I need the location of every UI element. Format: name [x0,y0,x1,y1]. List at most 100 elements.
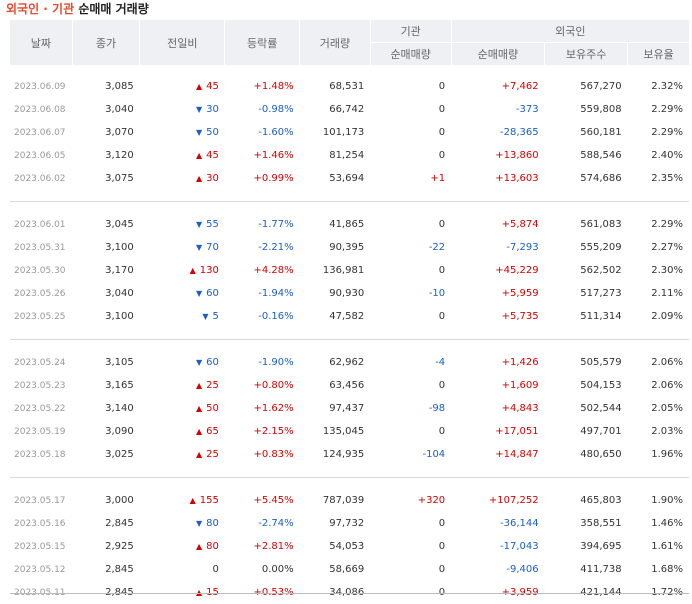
cell-foreign-ratio: 2.30% [651,265,683,276]
cell-foreign-ratio: 1.61% [651,541,683,552]
cell-foreign-net: +1,609 [501,380,539,391]
table-row: 2023.05.17 3,000 ▲ 155 +5.45% 787,039 +320 +107… [10,489,689,512]
cell-foreign-ratio: 2.29% [651,104,683,115]
table-row: 2023.06.09 3,085 ▲ 45 +1.48% 68,531 0 +7,462 567… [10,75,689,98]
cell-foreign-hold: 411,738 [580,564,622,575]
cell-foreign-net: +17,051 [495,426,539,437]
cell-inst-net: 0 [438,311,446,322]
cell-change: ▼ 60 [140,351,225,374]
group-divider [10,201,689,202]
cell-date: 2023.05.26 [14,288,66,299]
cell-foreign-ratio: 2.03% [651,426,683,437]
cell-foreign-ratio: 2.29% [651,219,683,230]
table-row: 2023.05.12 2,845 0 0.00% 58,669 0 -9,406 411,73… [10,558,689,581]
cell-date: 2023.05.19 [14,426,66,437]
cell-date: 2023.05.22 [14,403,66,414]
cell-change: ▲ 25 [140,443,225,466]
cell-date: 2023.05.24 [14,357,66,368]
cell-volume: 47,582 [329,311,365,322]
cell-date: 2023.05.12 [14,564,66,575]
cell-foreign-ratio: 1.68% [651,564,683,575]
cell-close: 3,165 [105,380,134,391]
cell-foreign-net: +14,847 [495,449,539,460]
cell-volume: 58,669 [329,564,365,575]
cell-foreign-net: +7,462 [501,81,539,92]
triangle-up-icon: ▲ [195,82,203,91]
title-foreign-institution: 외국인 · 기관 [6,2,75,16]
cell-volume: 53,694 [329,173,365,184]
cell-volume: 81,254 [329,150,365,161]
cell-inst-net: 0 [438,564,446,575]
cell-rate: +0.83% [253,449,294,460]
table-bottom-border [10,593,689,594]
table-row: 2023.05.22 3,140 ▲ 50 +1.62% 97,437 -98 +4,843 5… [10,397,689,420]
cell-foreign-net: +1,426 [501,357,539,368]
cell-close: 3,000 [105,495,134,506]
spacer-row [10,340,689,351]
triangle-down-icon: ▼ [195,128,203,137]
col-header-foreign-hold: 보유주수 [544,42,628,65]
cell-foreign-net: +45,229 [495,265,539,276]
cell-foreign-net: -373 [515,104,539,115]
cell-close: 3,120 [105,150,134,161]
cell-close: 2,845 [105,587,134,598]
cell-inst-net: 0 [438,150,446,161]
cell-rate: -1.77% [258,219,294,230]
cell-close: 3,040 [105,104,134,115]
col-header-rate: 등락률 [224,20,300,65]
cell-foreign-hold: 502,544 [580,403,622,414]
change-value: 5 [212,311,219,322]
triangle-down-icon: ▼ [195,243,203,252]
cell-change: ▼ 70 [140,236,225,259]
cell-foreign-net: -28,365 [499,127,539,138]
cell-inst-net: 0 [438,81,446,92]
change-value: 30 [206,104,219,115]
table-row: 2023.05.18 3,025 ▲ 25 +0.83% 124,935 -104 +14,8… [10,443,689,466]
spacer-row [10,466,689,478]
table-row: 2023.05.15 2,925 ▲ 80 +2.81% 54,053 0 -17,043 39… [10,535,689,558]
cell-volume: 63,456 [329,380,365,391]
cell-foreign-hold: 358,551 [580,518,622,529]
triangle-down-icon: ▼ [195,289,203,298]
cell-inst-net: -98 [428,403,446,414]
cell-inst-net: +1 [430,173,446,184]
cell-change: ▲ 30 [140,167,225,190]
cell-close: 3,140 [105,403,134,414]
cell-foreign-hold: 562,502 [580,265,622,276]
cell-foreign-net: +5,959 [501,288,539,299]
triangle-down-icon: ▼ [202,312,209,321]
cell-close: 3,100 [105,311,134,322]
table-row: 2023.06.05 3,120 ▲ 45 +1.46% 81,254 0 +13,860 58… [10,144,689,167]
triangle-down-icon: ▼ [195,519,203,528]
cell-foreign-hold: 561,083 [580,219,622,230]
cell-foreign-net: -36,144 [499,518,539,529]
cell-change: ▼ 50 [140,121,225,144]
cell-foreign-hold: 480,650 [580,449,622,460]
col-header-foreign-net: 순매매량 [450,42,545,65]
triangle-up-icon: ▲ [195,427,203,436]
cell-rate: 0.00% [261,564,294,575]
trading-table: 날짜 종가 전일비 등락률 거래량 기관 외국인 순매매량 순매매량 보유주수 … [10,20,689,604]
cell-foreign-hold: 555,209 [580,242,622,253]
cell-foreign-ratio: 2.11% [651,288,683,299]
cell-rate: +2.15% [253,426,294,437]
table-row: 2023.06.02 3,075 ▲ 30 +0.99% 53,694 +1 +13,603 5… [10,167,689,190]
cell-close: 2,845 [105,518,134,529]
cell-foreign-ratio: 2.40% [651,150,683,161]
table-row: 2023.05.23 3,165 ▲ 25 +0.80% 63,456 0 +1,609 504… [10,374,689,397]
spacer-row [10,65,689,75]
cell-inst-net: 0 [438,265,446,276]
cell-rate: -2.74% [258,518,294,529]
cell-rate: +1.62% [253,403,294,414]
cell-change: ▲ 25 [140,374,225,397]
cell-foreign-hold: 574,686 [580,173,622,184]
change-value: 25 [206,380,219,391]
cell-volume: 90,930 [329,288,365,299]
table-row: 2023.06.08 3,040 ▼ 30 -0.98% 66,742 0 -373 559,8… [10,98,689,121]
spacer-row [10,328,689,340]
col-header-date: 날짜 [10,20,73,65]
cell-inst-net: 0 [438,127,446,138]
table-body: 2023.06.09 3,085 ▲ 45 +1.48% 68,531 0 +7,462 567… [10,65,689,604]
group-divider [10,477,689,478]
change-value: 60 [206,288,219,299]
